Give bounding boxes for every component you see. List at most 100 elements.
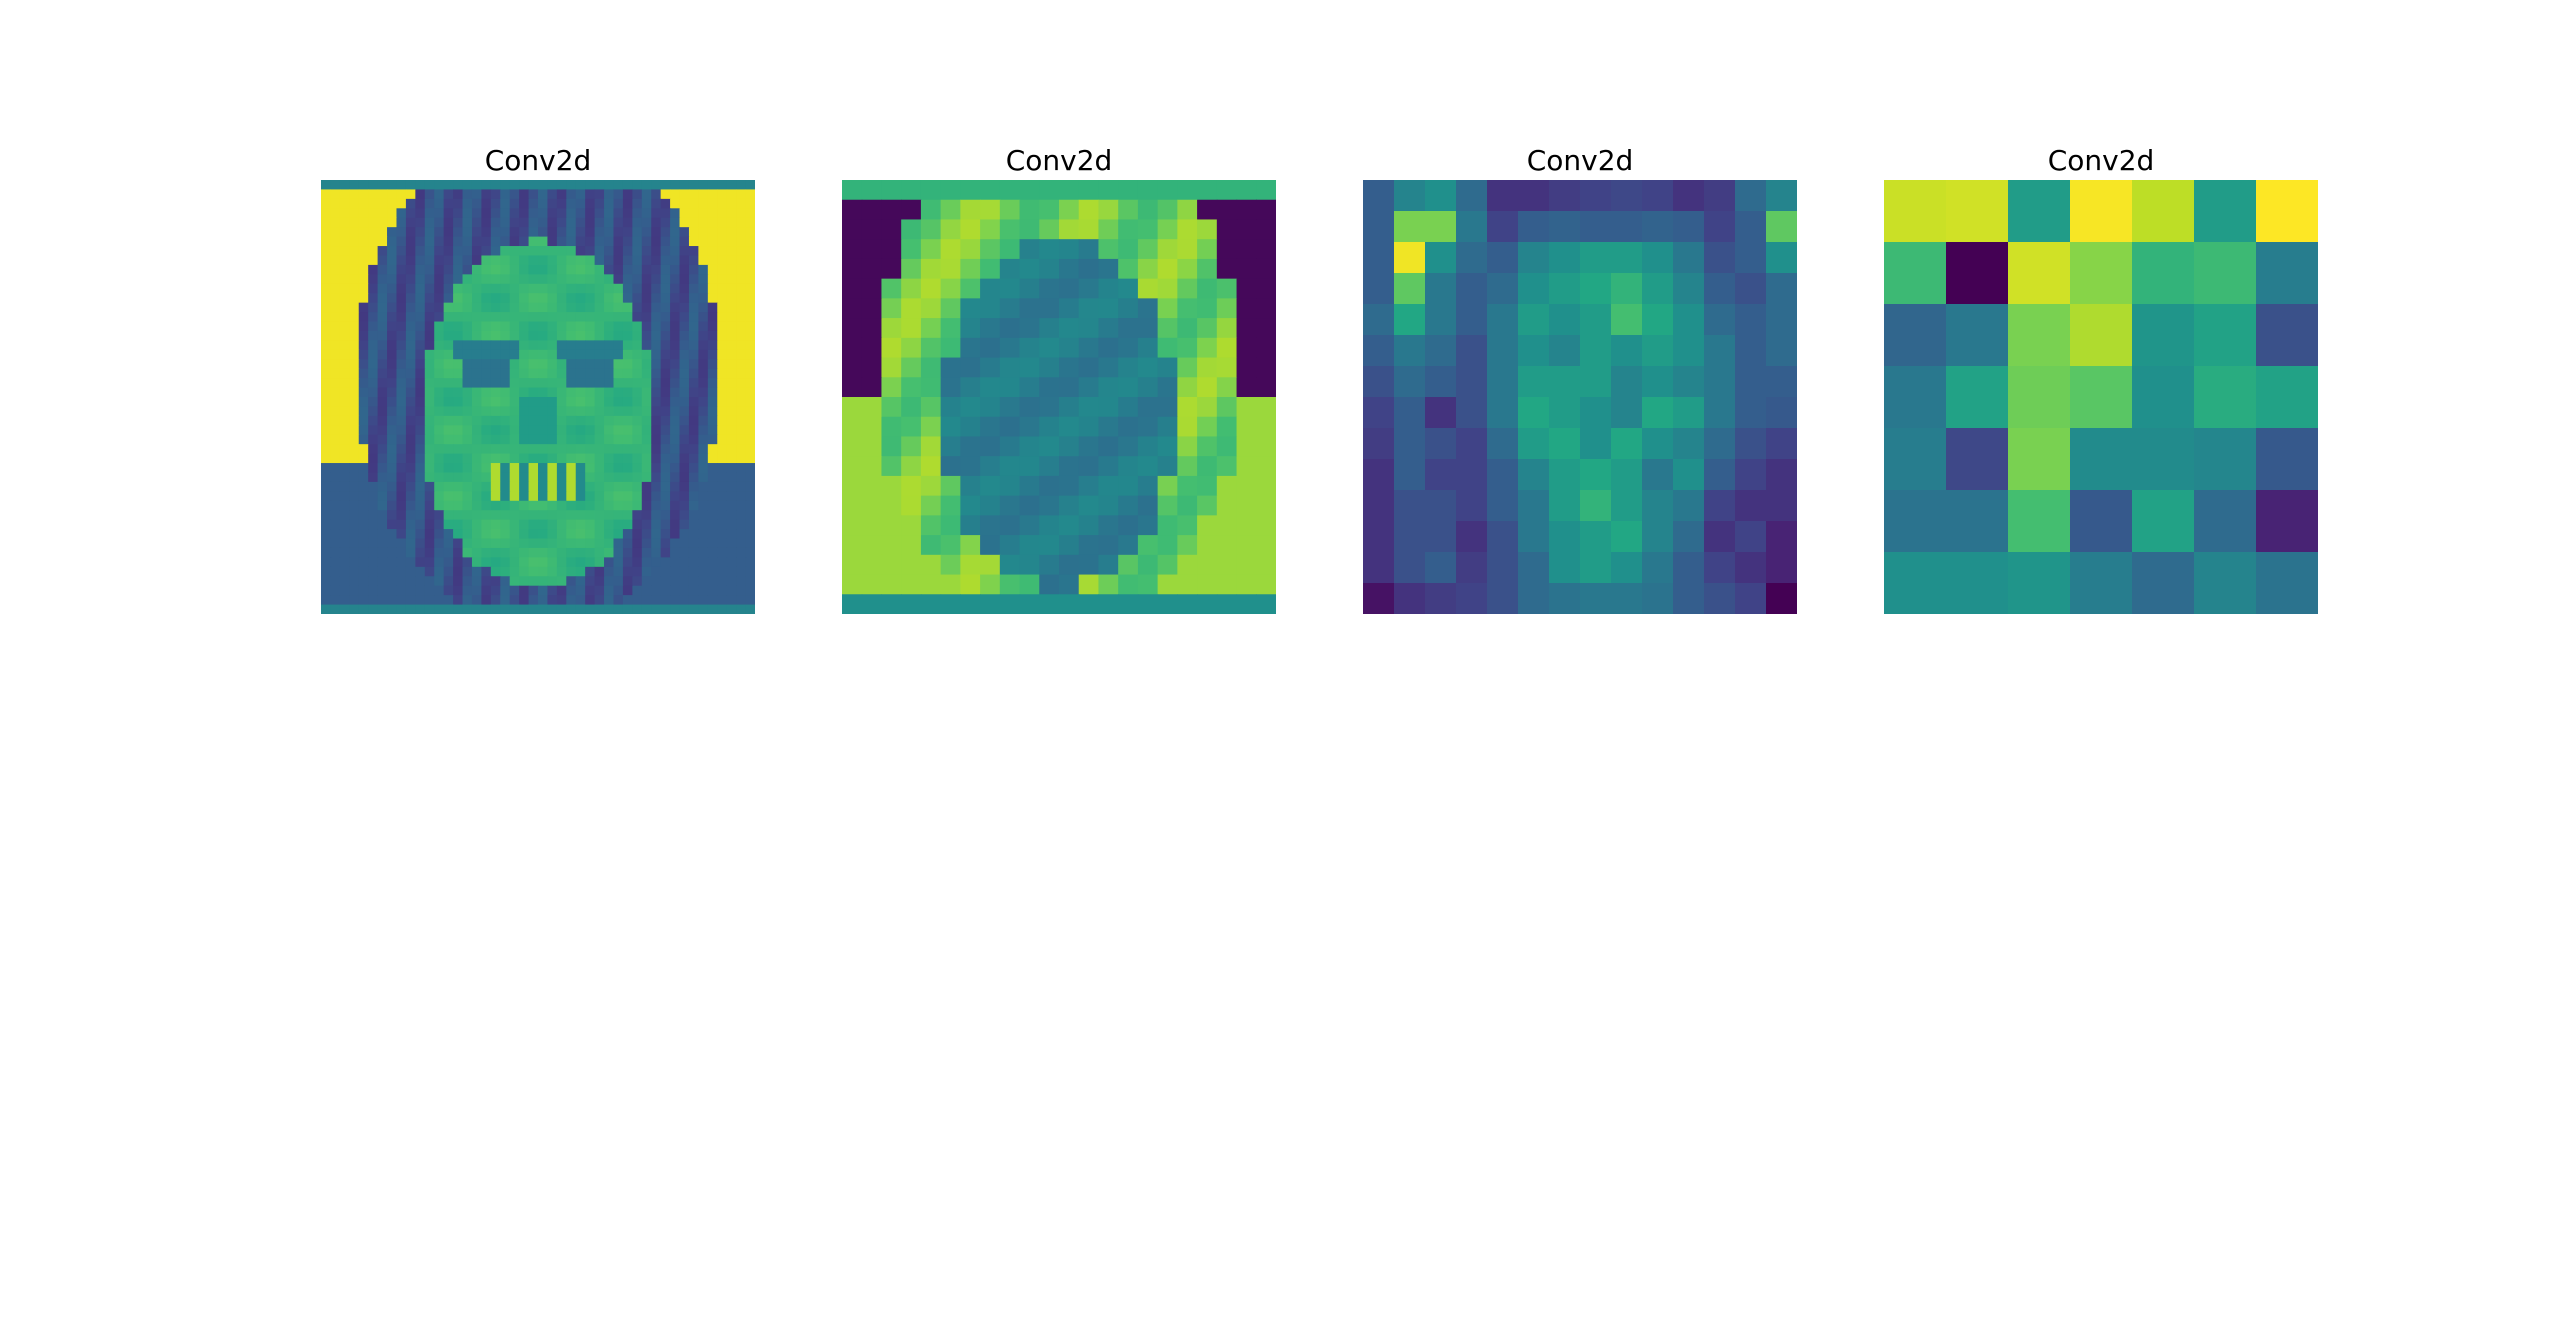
heatmap-cell xyxy=(339,415,350,426)
heatmap-cell xyxy=(660,585,671,596)
heatmap-cell xyxy=(641,368,652,379)
heatmap-cell xyxy=(679,529,690,540)
heatmap-cell xyxy=(405,236,416,247)
heatmap-cell xyxy=(698,274,709,285)
heatmap-cell xyxy=(490,236,501,247)
heatmap-cell xyxy=(528,595,539,606)
heatmap-cell xyxy=(1137,180,1159,201)
heatmap-cell xyxy=(556,566,567,577)
heatmap-cell xyxy=(679,330,690,341)
heatmap-cell xyxy=(396,453,407,464)
heatmap-cell xyxy=(1611,304,1643,336)
heatmap-cell xyxy=(660,538,671,549)
heatmap-cell xyxy=(670,189,681,200)
heatmap-cell xyxy=(698,604,709,614)
heatmap-cell xyxy=(538,255,549,266)
heatmap-cell xyxy=(651,330,662,341)
heatmap-cell xyxy=(670,453,681,464)
heatmap-cell xyxy=(358,217,369,228)
heatmap-cell xyxy=(842,219,863,240)
heatmap-cell xyxy=(604,566,615,577)
heatmap-cell xyxy=(368,255,379,266)
heatmap-cell xyxy=(698,368,709,379)
heatmap-cell xyxy=(471,330,482,341)
heatmap-cell xyxy=(1580,521,1612,553)
heatmap-cell xyxy=(688,406,699,417)
heatmap-cell xyxy=(1216,416,1238,438)
heatmap-cell xyxy=(707,312,718,323)
heatmap-cell xyxy=(999,337,1021,359)
heatmap-cell xyxy=(707,283,718,294)
heatmap-cell xyxy=(1735,490,1767,522)
heatmap-cell xyxy=(1549,521,1581,553)
heatmap-cell xyxy=(490,283,501,294)
heatmap-cell xyxy=(688,434,699,445)
heatmap-cell xyxy=(632,227,643,238)
heatmap-cell xyxy=(641,547,652,558)
heatmap-cell xyxy=(861,180,883,201)
heatmap-cell xyxy=(736,312,747,323)
heatmap-cell xyxy=(622,566,633,577)
heatmap-cell xyxy=(622,434,633,445)
heatmap-cell xyxy=(604,397,615,408)
heatmap-cell xyxy=(500,208,511,219)
heatmap-cell xyxy=(339,472,350,483)
heatmap-cell xyxy=(1425,428,1457,460)
heatmap-cell xyxy=(556,595,567,606)
heatmap-cell xyxy=(651,604,662,614)
heatmap-cell xyxy=(2256,552,2318,614)
heatmap-cell xyxy=(604,217,615,228)
heatmap-cell xyxy=(349,595,360,606)
heatmap-cell xyxy=(1039,554,1060,576)
heatmap-cell xyxy=(651,302,662,313)
heatmap-cell xyxy=(556,406,567,417)
heatmap-cell xyxy=(1078,495,1100,516)
heatmap-cell xyxy=(509,500,520,511)
heatmap-cell xyxy=(1518,397,1550,429)
heatmap-cell xyxy=(471,463,482,474)
heatmap-cell xyxy=(999,515,1021,536)
heatmap-cell xyxy=(1059,219,1080,240)
heatmap-cell xyxy=(585,529,596,540)
heatmap-cell xyxy=(330,246,341,257)
heatmap-cell xyxy=(575,302,586,313)
heatmap-cell xyxy=(980,436,1001,457)
heatmap-cell xyxy=(377,463,388,474)
heatmap-cell xyxy=(660,491,671,502)
heatmap-cell xyxy=(339,359,350,370)
heatmap-cell xyxy=(453,387,464,398)
heatmap-cell xyxy=(481,359,492,370)
heatmap-cell xyxy=(547,595,558,606)
heatmap-cell xyxy=(415,283,426,294)
heatmap-cell xyxy=(632,566,643,577)
heatmap-cell xyxy=(641,208,652,219)
heatmap-cell xyxy=(1518,211,1550,243)
heatmap-cell xyxy=(1425,552,1457,584)
heatmap-cell xyxy=(387,453,398,464)
heatmap-cell xyxy=(1059,239,1080,260)
heatmap-cell xyxy=(330,595,341,606)
heatmap-cell xyxy=(471,359,482,370)
heatmap-cell xyxy=(330,406,341,417)
heatmap-cell xyxy=(481,349,492,360)
heatmap-cell xyxy=(1673,490,1705,522)
heatmap-cell xyxy=(632,264,643,275)
heatmap-cell xyxy=(368,264,379,275)
heatmap-cell xyxy=(1019,318,1040,339)
heatmap-cell xyxy=(940,397,961,418)
heatmap-cell xyxy=(1098,298,1119,319)
heatmap-cell xyxy=(1177,298,1198,319)
heatmap-cell xyxy=(1580,490,1612,522)
heatmap-cell xyxy=(1394,242,1426,274)
heatmap-cell xyxy=(1236,574,1257,595)
heatmap-cell xyxy=(339,576,350,587)
heatmap-cell xyxy=(405,538,416,549)
heatmap-cell xyxy=(698,538,709,549)
heatmap-cell xyxy=(1642,335,1674,367)
heatmap-cell xyxy=(566,453,577,464)
heatmap-cell xyxy=(349,566,360,577)
heatmap-cell xyxy=(349,208,360,219)
heatmap-cell xyxy=(566,340,577,351)
heatmap-cell xyxy=(861,574,883,595)
heatmap-cell xyxy=(1118,199,1139,221)
